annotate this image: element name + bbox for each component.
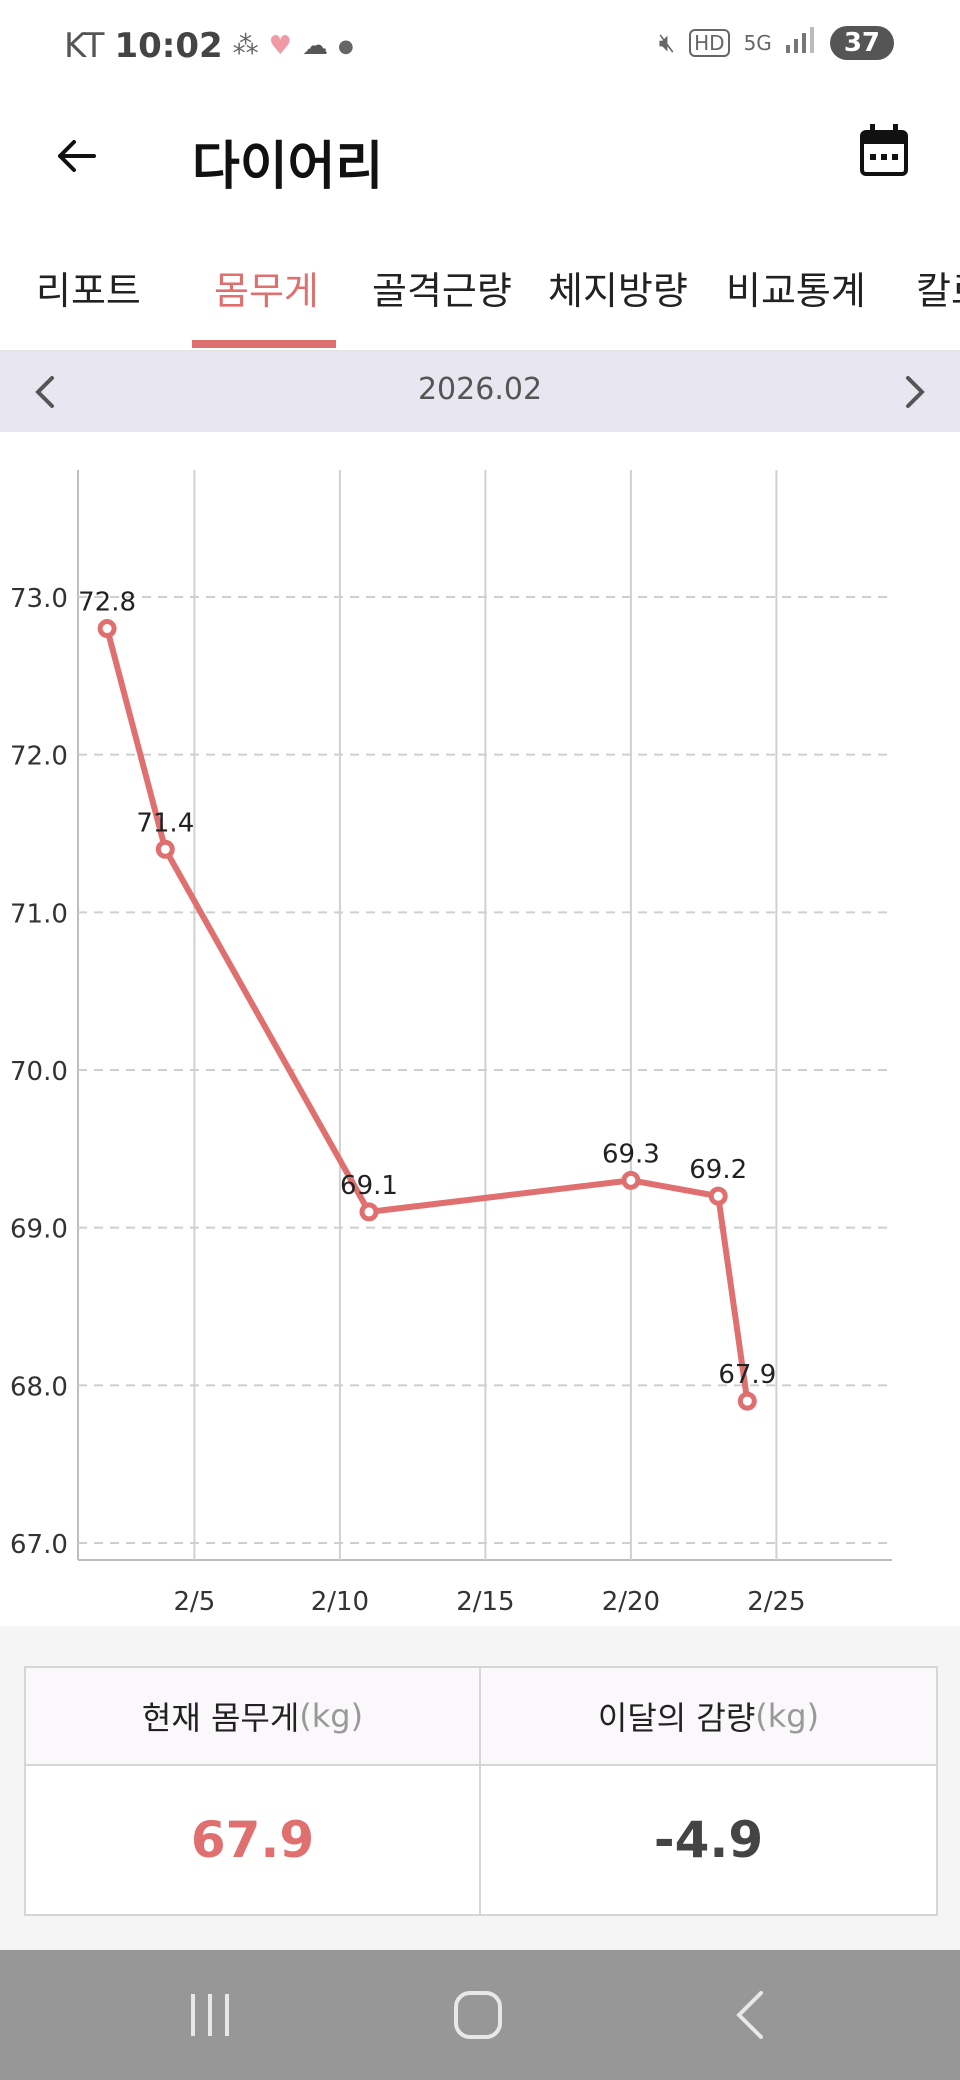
tab-bar: 리포트 몸무게 골격근량 체지방량 비교통계 칼로	[0, 250, 960, 352]
recent-apps-button[interactable]	[170, 1980, 250, 2050]
monthly-loss-header: 이달의 감량 (kg)	[481, 1668, 936, 1766]
y-tick-label: 69.0	[10, 1215, 68, 1245]
data-point	[708, 1186, 728, 1206]
current-weight-value: 67.9	[26, 1766, 481, 1914]
data-label: 72.8	[78, 588, 136, 618]
mute-icon: 🔇︎	[658, 27, 676, 58]
tab-weight[interactable]: 몸무게	[214, 269, 319, 313]
signal-icon	[785, 26, 816, 60]
tab-comparison[interactable]: 비교통계	[726, 269, 866, 313]
month-label: 2026.02	[417, 372, 543, 407]
data-point	[737, 1391, 757, 1411]
data-label: 69.1	[340, 1171, 398, 1201]
app-notification-icon: ⁂	[232, 31, 259, 61]
calendar-icon	[860, 124, 908, 176]
y-tick-label: 70.0	[10, 1057, 68, 1087]
back-button[interactable]	[40, 120, 112, 192]
battery-indicator: 37	[829, 26, 894, 60]
data-label: 67.9	[718, 1360, 776, 1390]
heart-icon: ♥	[268, 31, 292, 61]
x-tick-label: 2/10	[311, 1587, 369, 1617]
app-bar: 다이어리	[0, 100, 960, 210]
y-tick-label: 73.0	[10, 584, 68, 614]
active-tab-indicator	[192, 340, 336, 348]
tab-body-fat[interactable]: 체지방량	[548, 269, 688, 313]
summary-table: 현재 몸무게 (kg) 이달의 감량 (kg) 67.9 -4.9	[24, 1666, 938, 1916]
tab-report[interactable]: 리포트	[36, 269, 141, 313]
y-tick-label: 67.0	[10, 1530, 68, 1560]
data-label: 71.4	[136, 808, 194, 838]
status-right: 🔇︎ HD 5G 37	[659, 26, 894, 60]
carrier-label: KT	[64, 26, 105, 66]
hd-icon: HD	[689, 29, 730, 57]
calendar-button[interactable]	[860, 124, 924, 188]
home-icon	[454, 1991, 502, 2039]
status-left: KT 10:02 ⁂ ♥ ☁ ●	[64, 26, 354, 66]
chevron-left-icon	[35, 376, 54, 408]
home-button[interactable]	[438, 1980, 518, 2050]
chat-icon: ☁	[301, 31, 328, 61]
x-tick-label: 2/15	[456, 1587, 514, 1617]
recent-apps-icon	[191, 1994, 229, 2036]
page-title: 다이어리	[192, 137, 384, 197]
more-notifications-icon: ●	[337, 35, 354, 57]
chevron-right-icon	[906, 376, 925, 408]
monthly-loss-value: -4.9	[653, 1811, 764, 1869]
y-tick-label: 71.0	[10, 899, 68, 929]
month-selector: 2026.02	[0, 352, 960, 432]
next-month-button[interactable]	[886, 362, 946, 422]
network-5g-icon: 5G	[743, 31, 772, 55]
current-weight-label: 현재 몸무게	[141, 1699, 300, 1737]
x-tick-label: 2/5	[173, 1587, 215, 1617]
data-point	[621, 1170, 641, 1190]
y-tick-label: 68.0	[10, 1372, 68, 1402]
data-label: 69.2	[689, 1155, 747, 1185]
monthly-loss-label: 이달의 감량	[597, 1699, 756, 1737]
current-weight-unit: (kg)	[299, 1697, 364, 1735]
back-arrow-icon	[58, 140, 96, 172]
weight-line-chart: 73.0 72.0 71.0 70.0 69.0 68.0 67.0 2/5 2/10 2/15 2…	[10, 470, 892, 1617]
monthly-loss-unit: (kg)	[755, 1697, 820, 1735]
prev-month-button[interactable]	[14, 362, 74, 422]
current-weight-header: 현재 몸무게 (kg)	[26, 1668, 481, 1766]
data-label: 69.3	[602, 1139, 660, 1169]
weight-chart: 73.0 72.0 71.0 70.0 69.0 68.0 67.0 2/5 2/10 2/15 2…	[0, 440, 960, 1620]
y-tick-label: 72.0	[10, 742, 68, 772]
x-tick-label: 2/25	[747, 1587, 805, 1617]
tab-calories[interactable]: 칼로	[916, 269, 960, 313]
system-back-icon	[736, 1991, 763, 2039]
clock: 10:02	[114, 26, 223, 66]
status-bar: KT 10:02 ⁂ ♥ ☁ ● 🔇︎ HD 5G 37	[0, 0, 960, 100]
system-back-button[interactable]	[710, 1980, 790, 2050]
data-point	[155, 839, 175, 859]
tab-skeletal-muscle[interactable]: 골격근량	[372, 269, 512, 313]
data-point	[97, 619, 117, 639]
data-point	[359, 1202, 379, 1222]
weight-series-line	[104, 625, 751, 1405]
x-tick-label: 2/20	[602, 1587, 660, 1617]
system-nav-bar	[0, 1950, 960, 2080]
